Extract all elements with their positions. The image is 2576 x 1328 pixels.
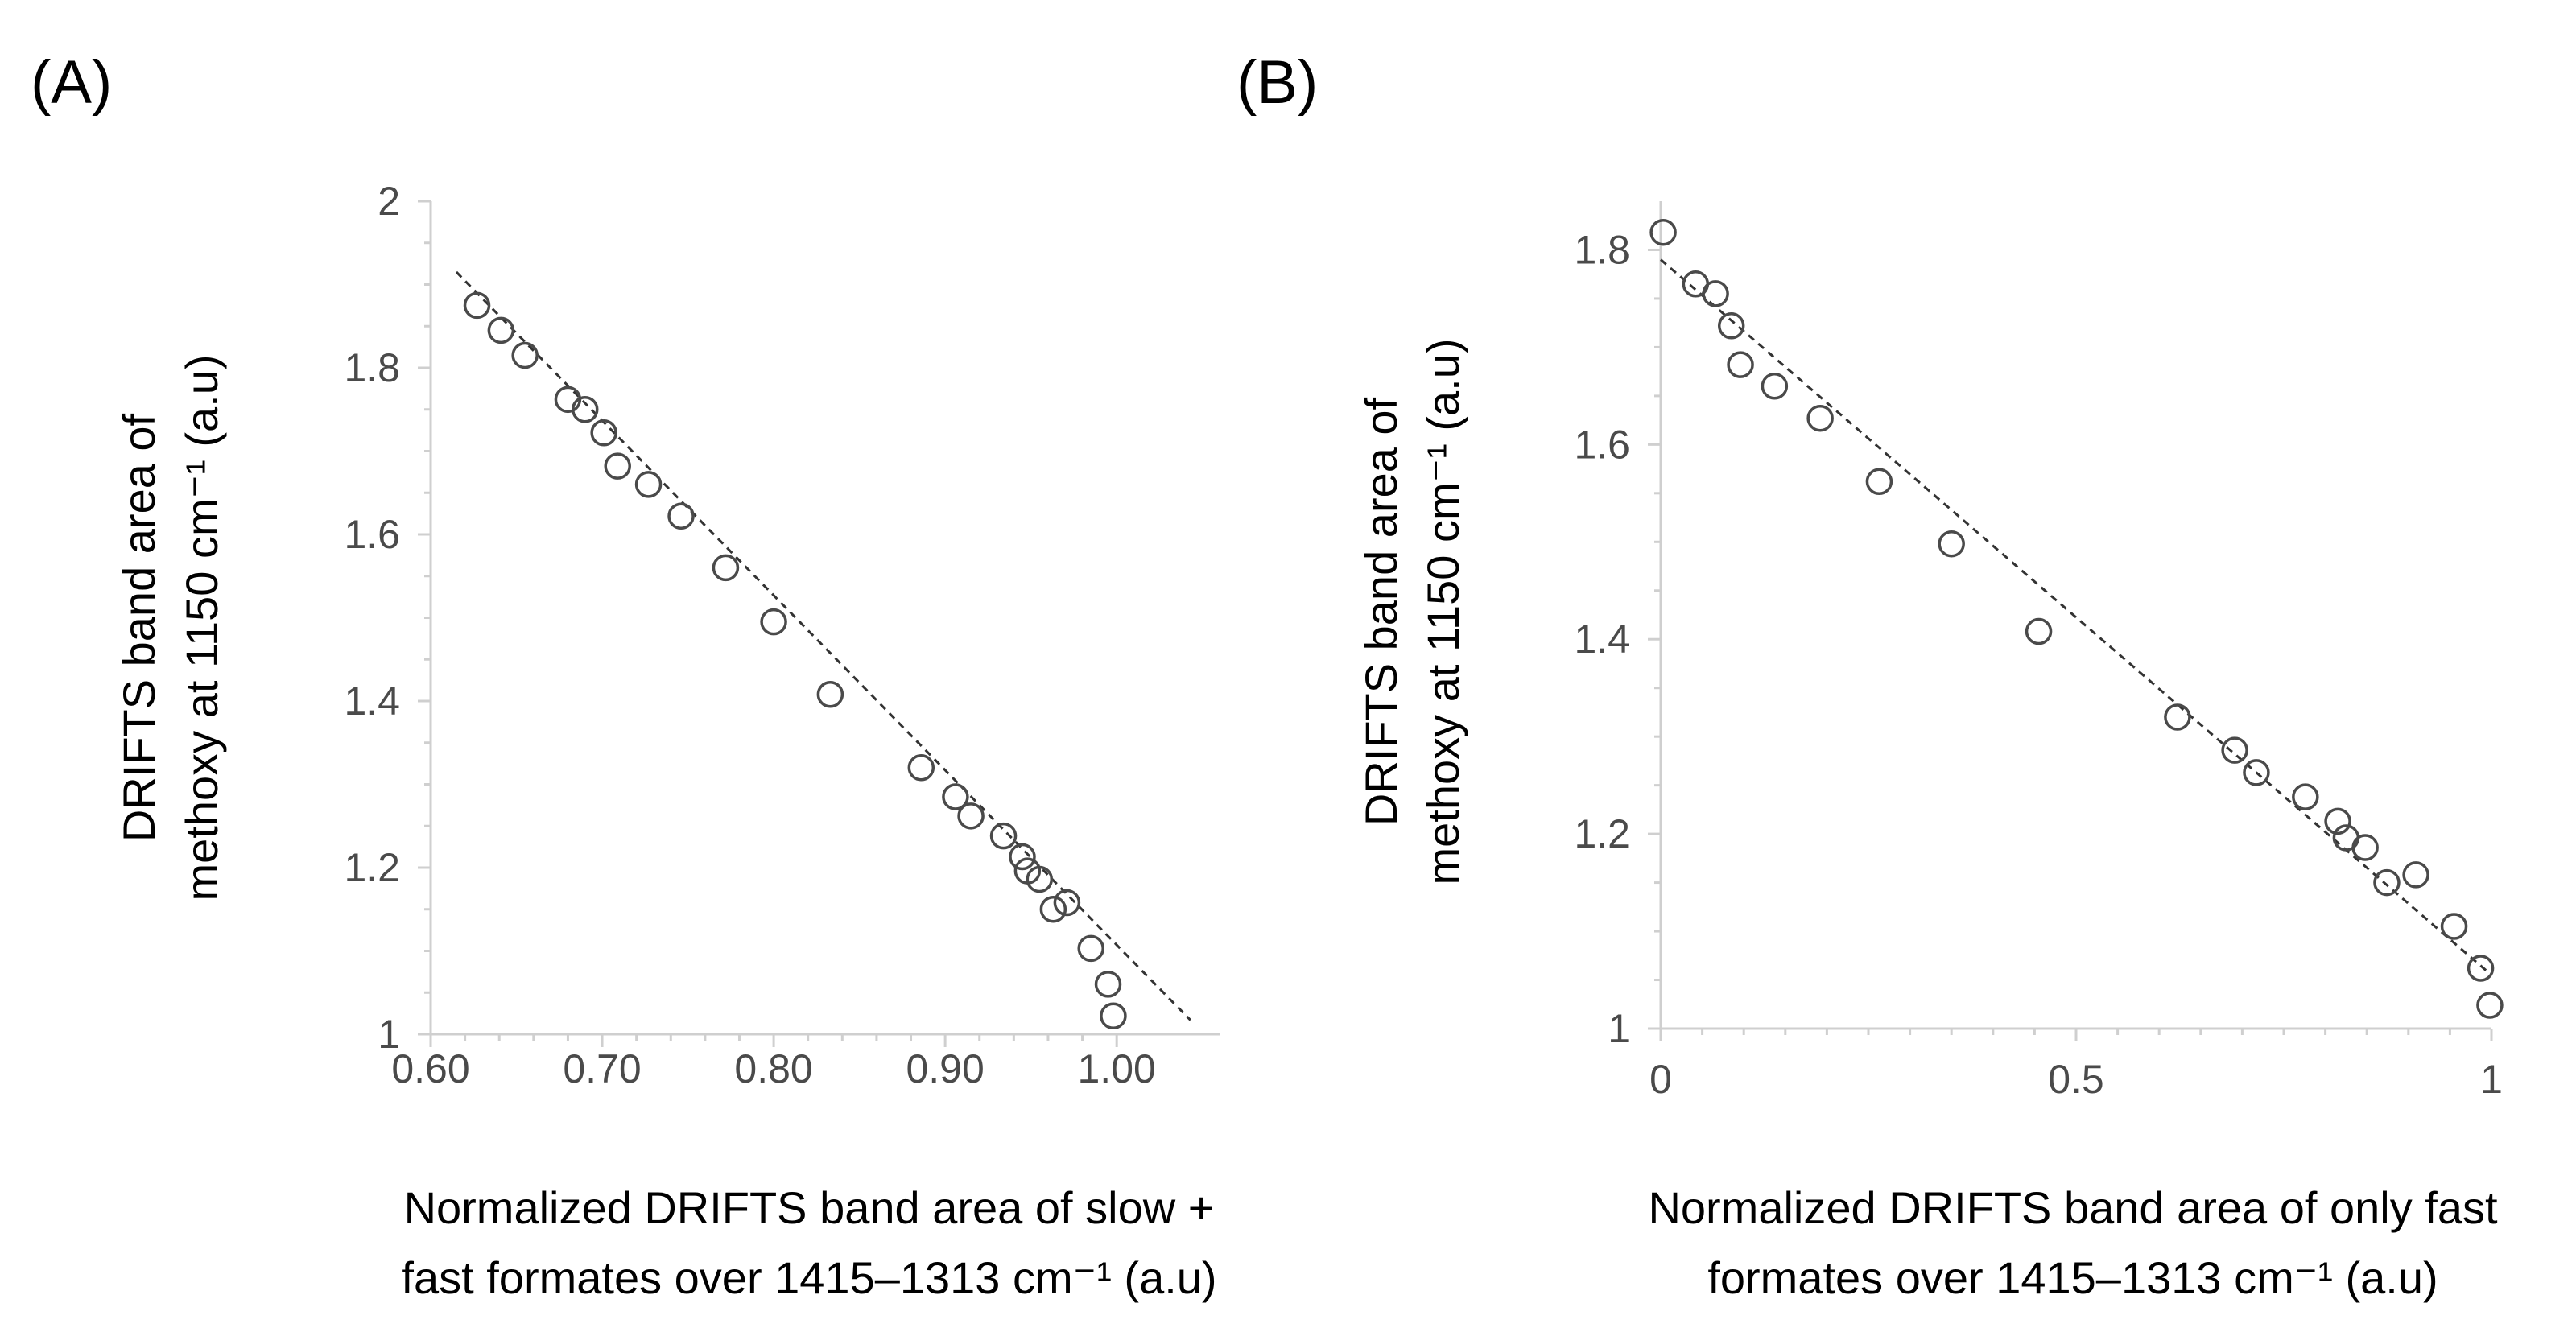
data-point-b (2025, 617, 2053, 645)
data-point-b (2440, 913, 2468, 940)
data-point-b (2402, 861, 2429, 889)
x-tick-label-a: 0.70 (563, 1046, 641, 1091)
x-axis-title-b-line1: Normalized DRIFTS band area of only fast (1648, 1182, 2498, 1233)
y-tick-label-b: 1.4 (1574, 617, 1630, 662)
x-tick-label-b: 0 (1649, 1057, 1672, 1102)
data-point-b (1938, 530, 1965, 558)
y-tick-label-a: 1.8 (344, 345, 400, 390)
x-tick-label-a: 0.90 (906, 1046, 984, 1091)
data-point-a (712, 554, 740, 582)
data-point-b (2243, 759, 2270, 786)
data-point-a (957, 802, 985, 830)
x-tick-label-b: 1 (2480, 1057, 2503, 1102)
data-point-b (2373, 868, 2401, 897)
data-point-a (907, 754, 935, 782)
y-axis-title-a-line2: methoxy at 1150 cm⁻¹ (a.u) (176, 355, 227, 901)
data-point-b (1717, 312, 1745, 340)
data-point-b (1727, 351, 1754, 378)
data-point-a (571, 396, 599, 423)
x-axis-title-a-line1: Normalized DRIFTS band area of slow + (404, 1182, 1215, 1233)
data-point-b (2467, 955, 2495, 982)
y-tick-label-a: 1.2 (344, 845, 400, 890)
data-point-a (942, 783, 969, 810)
data-point-a (760, 608, 787, 636)
y-tick-label-a: 2 (378, 179, 400, 224)
x-tick-label-b: 0.5 (2048, 1057, 2104, 1102)
trendline-b (1660, 258, 2492, 976)
data-point-a (604, 452, 631, 480)
y-axis-title-b-line1: DRIFTS band area of (1356, 397, 1406, 826)
x-tick-label-a: 0.80 (734, 1046, 812, 1091)
data-point-a (1100, 1002, 1127, 1029)
x-tick-label-a: 0.60 (391, 1046, 469, 1091)
data-point-b (1761, 373, 1789, 400)
data-point-a (1026, 865, 1054, 893)
y-tick-label-a: 1.6 (344, 512, 400, 557)
data-point-b (2221, 736, 2248, 764)
panel-a: (A) DRIFTS band area of methoxy at 1150 … (31, 48, 1220, 1303)
y-tick-label-a: 1.4 (344, 678, 400, 724)
panel-label-a: (A) (31, 48, 112, 117)
data-point-b (1865, 468, 1893, 496)
data-point-a (1009, 843, 1036, 871)
y-tick-label-b: 1 (1608, 1006, 1630, 1051)
data-point-a (463, 291, 491, 320)
y-tick-label-a: 1 (378, 1012, 400, 1057)
data-point-a (590, 419, 617, 447)
data-point-a (511, 341, 539, 369)
y-axis-title-b-line2: methoxy at 1150 cm⁻¹ (a.u) (1418, 339, 1468, 885)
trendline-a (455, 270, 1191, 1021)
data-point-a (487, 316, 515, 344)
data-point-b (2292, 783, 2319, 810)
x-axis-title-a-line2: fast formates over 1415–1313 cm⁻¹ (a.u) (401, 1252, 1216, 1303)
panel-label-b: (B) (1236, 48, 1318, 117)
data-point-a (667, 502, 695, 530)
data-point-a (634, 471, 663, 498)
data-point-b (2164, 703, 2191, 731)
x-tick-label-a: 1.00 (1078, 1046, 1156, 1091)
data-point-b (2324, 807, 2351, 835)
data-point-a (989, 822, 1018, 850)
data-point-a (1094, 971, 1122, 998)
data-point-a (1053, 889, 1081, 917)
data-point-a (1039, 896, 1067, 923)
data-point-b (2476, 992, 2504, 1019)
x-axis-title-b-line2: formates over 1415–1313 cm⁻¹ (a.u) (1707, 1252, 2438, 1303)
panel-b: (B) DRIFTS band area of methoxy at 1150 … (1236, 48, 2504, 1303)
y-axis-title-a-line1: DRIFTS band area of (114, 413, 164, 842)
data-point-b (1702, 280, 1729, 307)
y-tick-label-b: 1.2 (1574, 811, 1630, 856)
y-tick-label-b: 1.8 (1574, 227, 1630, 272)
data-point-b (2351, 834, 2379, 861)
y-tick-label-b: 1.6 (1574, 422, 1630, 467)
data-point-a (1077, 934, 1104, 963)
data-point-b (1806, 404, 1834, 432)
data-point-b (1649, 218, 1677, 246)
data-point-a (816, 680, 844, 708)
